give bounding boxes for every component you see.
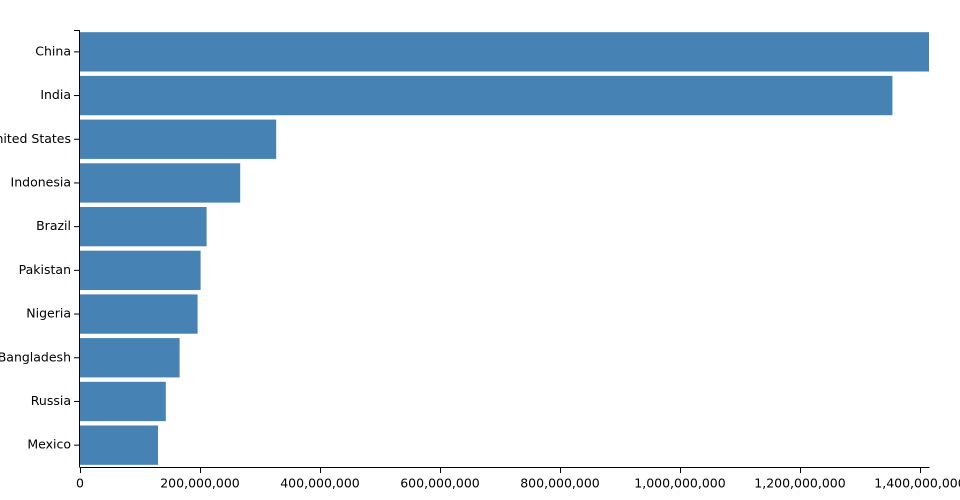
y-tick-label: United States <box>0 131 71 146</box>
x-tick-label: 1,000,000,000 <box>634 476 725 491</box>
bar <box>80 338 180 378</box>
x-tick-label: 0 <box>76 476 84 491</box>
y-tick-label: Russia <box>31 393 71 408</box>
y-tick-label: Brazil <box>36 218 71 233</box>
y-tick-label: China <box>35 43 71 58</box>
bar <box>80 119 277 159</box>
y-tick-label: Indonesia <box>11 174 71 189</box>
bar <box>80 250 201 291</box>
x-tick-label: 1,200,000,000 <box>754 476 845 491</box>
bar <box>80 206 207 247</box>
x-tick-label: 200,000,000 <box>160 476 240 491</box>
bar <box>80 163 241 203</box>
bar <box>80 32 929 72</box>
bar <box>80 425 158 465</box>
x-tick-label: 600,000,000 <box>400 476 480 491</box>
y-tick-label: Pakistan <box>19 262 71 277</box>
y-tick-label: Nigeria <box>26 306 71 321</box>
y-tick-label: Bangladesh <box>0 349 71 364</box>
bar <box>80 381 166 422</box>
x-tick-label: 1,400,000,000 <box>874 476 960 491</box>
y-tick-label: India <box>40 87 71 102</box>
y-tick-label: Mexico <box>27 437 71 452</box>
bar <box>80 75 893 116</box>
bar <box>80 294 198 334</box>
x-tick-label: 400,000,000 <box>280 476 360 491</box>
x-tick-label: 800,000,000 <box>520 476 600 491</box>
